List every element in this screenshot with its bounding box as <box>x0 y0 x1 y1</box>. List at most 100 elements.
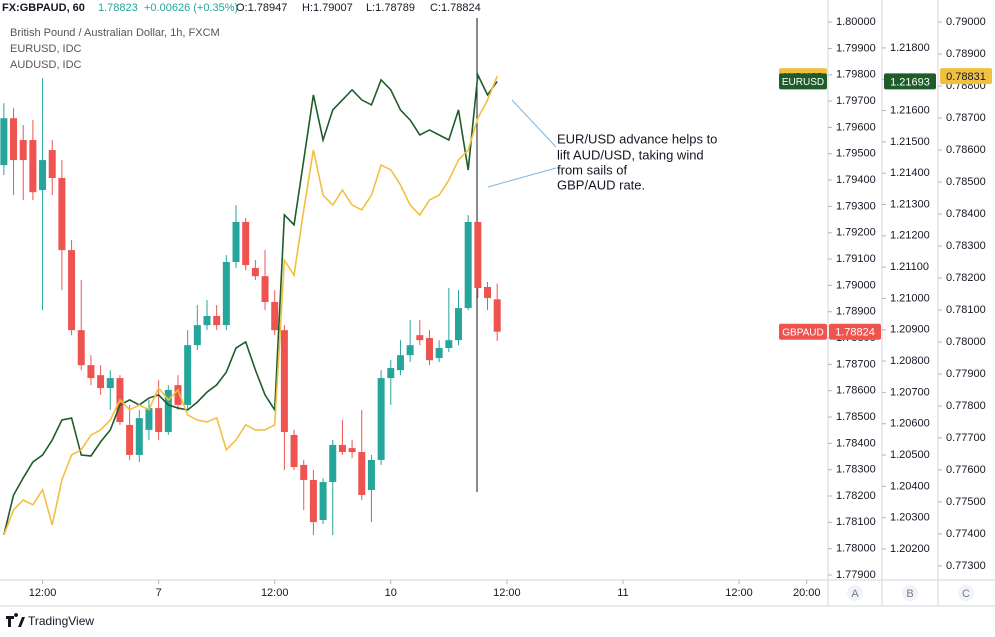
symbol: FX:GBPAUD, 60 <box>2 2 85 14</box>
open: O:1.78947 <box>236 2 287 14</box>
y-tick-label: 1.20900 <box>890 324 930 336</box>
candle-body <box>242 221 250 266</box>
annotation: lift AUD/USD, taking wind <box>557 147 704 162</box>
y-tick-label: 0.79000 <box>946 16 986 28</box>
candle-body <box>193 325 201 346</box>
candle-body <box>493 299 501 332</box>
y-tick-label: 0.78400 <box>946 208 986 220</box>
x-tick-label: 12:00 <box>29 587 57 599</box>
axis-name: A <box>851 588 859 600</box>
y-tick-label: 1.78400 <box>836 437 876 449</box>
candle-body <box>164 389 172 433</box>
y-tick-label: 1.20300 <box>890 512 930 524</box>
candle-body <box>484 286 492 299</box>
candle-body <box>387 368 395 379</box>
candle-body <box>309 479 317 523</box>
y-tick-label: 1.21800 <box>890 42 930 54</box>
x-tick-label: 20:00 <box>793 587 821 599</box>
y-tick-label: 1.78700 <box>836 358 876 370</box>
candle-body <box>416 335 424 341</box>
brand-logo <box>6 613 25 627</box>
y-tick-label: 1.20400 <box>890 480 930 492</box>
candle-body <box>68 250 76 331</box>
y-tick-label: 1.78300 <box>836 464 876 476</box>
y-tick-label: 1.80000 <box>836 16 876 28</box>
change: +0.00626 (+0.35%) <box>144 2 238 14</box>
callout-line <box>487 167 557 188</box>
candle-body <box>261 276 269 302</box>
candle-body <box>155 408 163 433</box>
candle-body <box>19 140 27 161</box>
y-tick-label: 0.78000 <box>946 336 986 348</box>
candle-body <box>58 177 66 251</box>
candle-body <box>251 268 259 277</box>
y-tick-label: 0.77500 <box>946 496 986 508</box>
y-tick-label: 1.21100 <box>890 261 929 273</box>
price-tag-name: EURUSD <box>782 77 824 88</box>
price-tag-value-label: 1.21693 <box>890 76 930 88</box>
axis-badge <box>902 585 918 601</box>
price-tag-value-label: 1.78824 <box>835 327 875 339</box>
price-tag-name: GBPAUD <box>782 327 824 338</box>
candle-body <box>406 345 414 356</box>
y-tick-label: 0.77700 <box>946 432 986 444</box>
candle-body <box>232 221 240 262</box>
candle-body <box>29 140 37 193</box>
y-tick-label: 0.77300 <box>946 560 986 572</box>
candle-body <box>77 330 85 366</box>
candle-body <box>425 338 433 361</box>
price-tag-value <box>829 323 881 340</box>
y-tick-label: 0.78700 <box>946 112 986 124</box>
candle-body <box>222 261 230 326</box>
y-tick-label: 1.77900 <box>836 569 876 581</box>
y-tick-label: 1.79200 <box>836 227 876 239</box>
candle-body <box>39 160 47 191</box>
y-tick-label: 1.21400 <box>890 167 930 179</box>
candle-body <box>348 448 356 453</box>
axis-badge <box>958 585 974 601</box>
price-tag <box>779 323 827 340</box>
y-tick-label: 1.78200 <box>836 490 876 502</box>
candle-body <box>396 355 404 371</box>
y-tick-label: 1.79000 <box>836 279 876 291</box>
y-tick-label: 1.78000 <box>836 543 876 555</box>
candle-body <box>319 482 327 520</box>
callout-line <box>511 99 557 148</box>
y-tick-label: 0.78600 <box>946 144 986 156</box>
candle-body <box>280 330 288 433</box>
y-tick-label: 0.78500 <box>946 176 986 188</box>
x-tick-label: 12:00 <box>725 587 753 599</box>
candle-body <box>184 345 192 405</box>
y-tick-label: 1.79500 <box>836 148 876 160</box>
legend-item: AUDUSD, IDC <box>10 59 82 71</box>
price: 1.78823 <box>98 2 138 14</box>
candle-body <box>106 378 114 389</box>
y-tick-label: 0.78100 <box>946 304 986 316</box>
y-tick-label: 1.20500 <box>890 449 930 461</box>
candle-body <box>48 150 56 178</box>
candle-body <box>290 434 298 468</box>
annotation: EUR/USD advance helps to <box>557 131 717 146</box>
axis-badge <box>847 585 863 601</box>
x-tick-label: 11 <box>617 587 628 599</box>
candle-body <box>126 424 134 455</box>
brand: TradingView <box>28 614 94 628</box>
y-tick-label: 1.21300 <box>890 198 930 210</box>
y-tick-label: 1.20700 <box>890 386 930 398</box>
y-tick-label: 0.77800 <box>946 400 986 412</box>
candle-body <box>454 308 462 341</box>
y-tick-label: 1.20600 <box>890 418 930 430</box>
x-tick-label: 10 <box>385 587 397 599</box>
candle-body <box>10 118 18 161</box>
y-tick-label: 1.20200 <box>890 543 930 555</box>
candle-body <box>474 221 482 289</box>
candle-body <box>435 348 443 359</box>
x-tick-label: 12:00 <box>261 587 289 599</box>
axis-name: B <box>906 588 913 600</box>
y-tick-label: 0.78200 <box>946 272 986 284</box>
price-tag-value-label: 0.78831 <box>946 71 986 83</box>
candle-body <box>300 464 308 480</box>
candle-body <box>203 315 211 326</box>
candle-body <box>271 301 279 331</box>
